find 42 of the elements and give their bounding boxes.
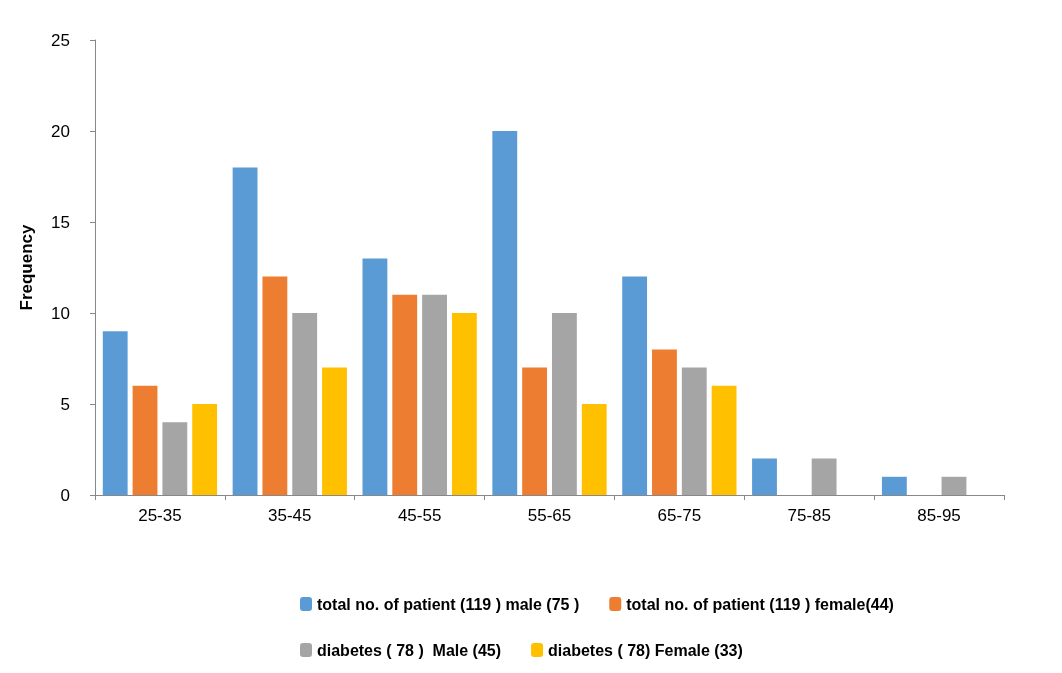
bar — [711, 385, 737, 495]
bar — [392, 294, 418, 495]
bar — [102, 331, 128, 495]
bar — [262, 276, 288, 495]
bar — [322, 367, 347, 495]
bar — [292, 313, 318, 495]
x-tick-label: 85-95 — [917, 506, 961, 525]
bar — [162, 422, 188, 495]
bar — [752, 458, 777, 495]
y-tick-label: 0 — [60, 485, 70, 505]
x-tick-label: 65-75 — [657, 506, 702, 525]
bar — [451, 313, 477, 495]
x-tick-label: 35-45 — [268, 506, 312, 525]
bar — [132, 385, 158, 495]
y-tick-label: 10 — [51, 303, 70, 323]
bar — [422, 294, 447, 495]
bar — [362, 258, 388, 495]
y-tick-label: 25 — [51, 30, 70, 50]
x-tick-label: 45-55 — [397, 506, 442, 525]
legend-label: diabetes ( 78) Female (33) — [548, 641, 743, 659]
bar — [681, 367, 707, 495]
y-tick-label: 20 — [51, 121, 70, 141]
bar — [581, 404, 607, 495]
bar — [881, 476, 907, 495]
bar — [522, 367, 548, 495]
y-tick-label: 15 — [51, 212, 70, 232]
bar — [551, 313, 577, 495]
legend-label: total no. of patient (119 ) female(44) — [626, 595, 894, 613]
bar — [652, 349, 677, 495]
bar — [232, 167, 258, 495]
y-tick-label: 5 — [60, 394, 70, 414]
legend-label: diabetes ( 78 ) Male (45) — [317, 641, 502, 659]
x-tick-label: 25-35 — [138, 506, 182, 525]
bar — [492, 131, 518, 495]
legend-label: total no. of patient (119 ) male (75 ) — [317, 595, 580, 613]
y-axis-title: Frequency — [17, 223, 36, 311]
x-tick-label: 55-65 — [527, 506, 572, 525]
bar — [622, 276, 648, 495]
x-tick-label: 75-85 — [787, 506, 831, 525]
bar — [941, 476, 967, 495]
bar — [811, 458, 837, 495]
bar — [192, 404, 218, 495]
